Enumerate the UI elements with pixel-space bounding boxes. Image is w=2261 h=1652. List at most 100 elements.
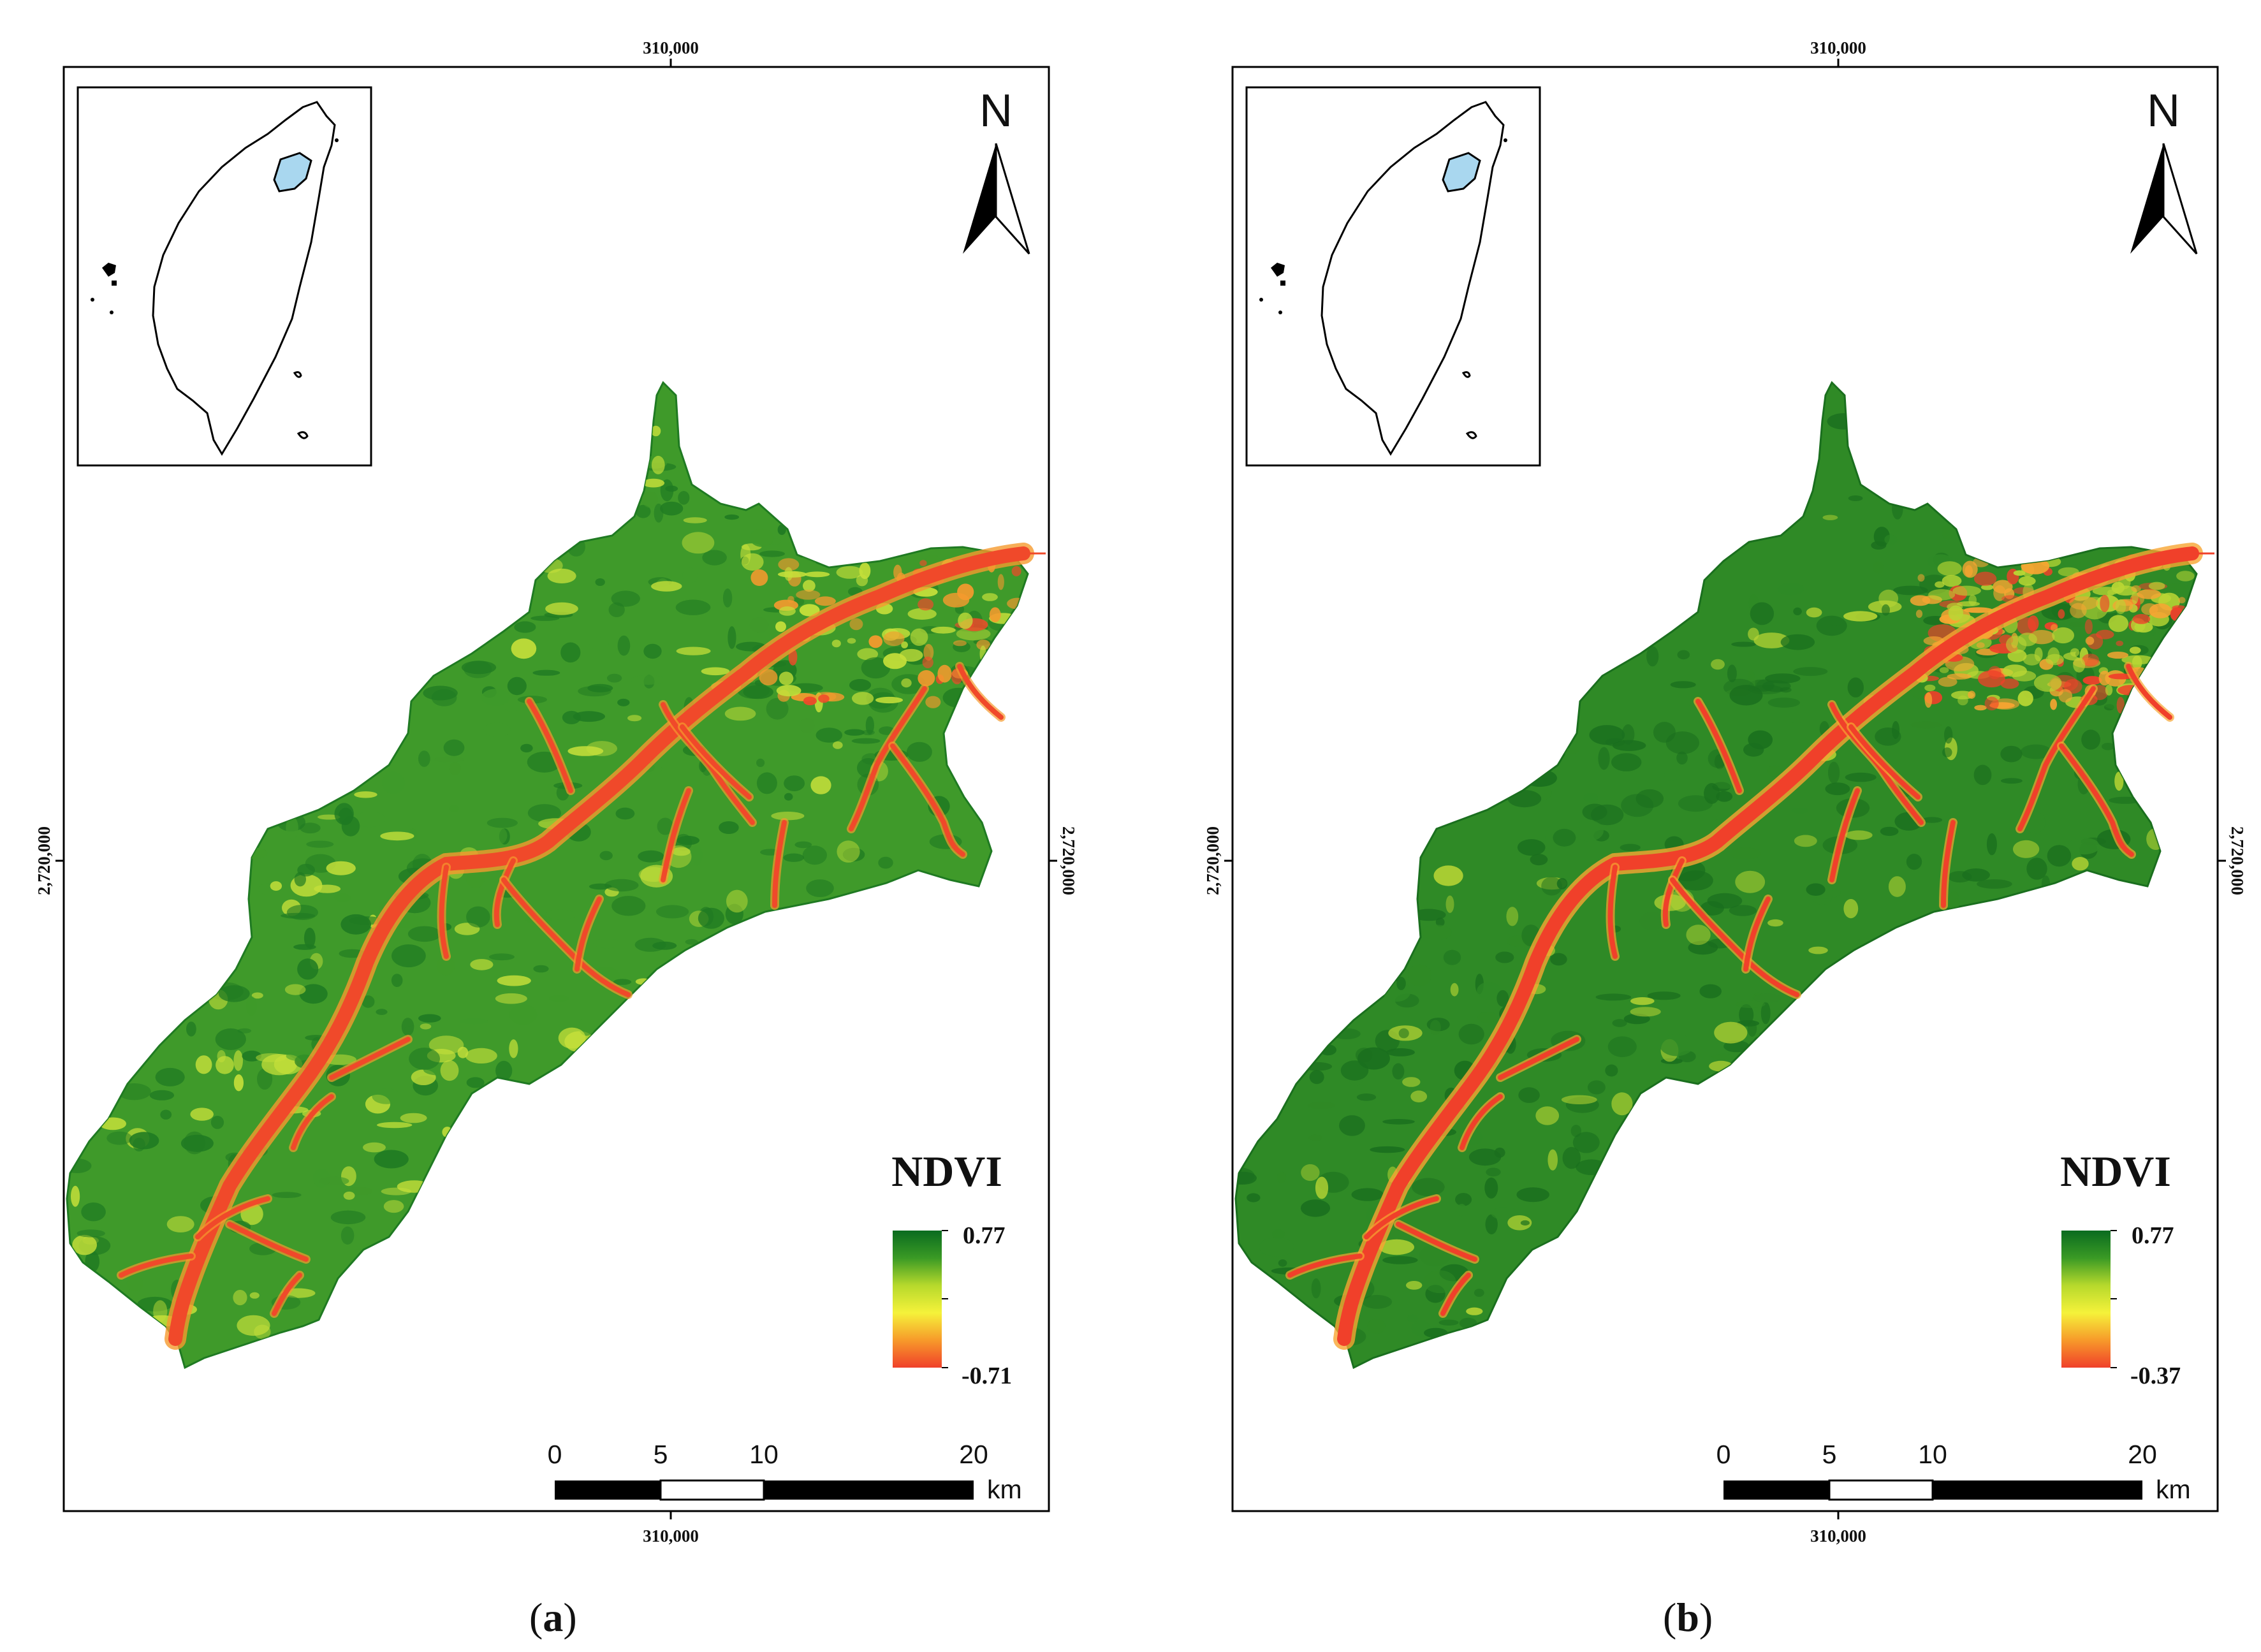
vegetation-patch	[635, 504, 651, 518]
urban-patch	[2178, 597, 2186, 604]
legend-color-ramp	[893, 1231, 942, 1368]
vegetation-patch	[1406, 1281, 1423, 1290]
vegetation-patch	[461, 661, 497, 675]
vegetation-patch	[210, 1116, 224, 1129]
vegetation-patch	[1888, 876, 1906, 897]
tributary	[1743, 896, 1771, 972]
vegetation-patch	[418, 750, 430, 767]
vegetation-patch	[1459, 1317, 1477, 1329]
vegetation-patch	[1553, 828, 1576, 847]
vegetation-patch	[233, 1050, 244, 1071]
vegetation-patch	[407, 926, 441, 942]
urban-patch	[836, 566, 863, 579]
vegetation-patch	[1816, 615, 1847, 636]
main-river	[1337, 546, 2199, 1346]
island-dot	[335, 138, 339, 142]
tributary	[1670, 877, 1799, 997]
vegetation-patch	[573, 711, 605, 722]
vegetation-patch	[313, 1169, 330, 1188]
urban-patch	[1956, 601, 1980, 607]
urban-patch	[2082, 676, 2102, 685]
vegetation-patch	[2020, 744, 2052, 759]
inset-locator-map	[1245, 86, 1541, 467]
vegetation-patch	[400, 1113, 427, 1123]
vegetation-patch	[1700, 901, 1724, 916]
study-area-highlight	[1442, 152, 1481, 193]
vegetation-patch	[1308, 1134, 1323, 1141]
north-arrow-right-half	[995, 143, 1030, 255]
vegetation-patch	[286, 905, 318, 920]
vegetation-patch	[2000, 778, 2023, 784]
vegetation-patch	[1767, 698, 1800, 708]
island-dot	[110, 311, 113, 314]
ndvi-watershed-map	[1234, 381, 2214, 1370]
vegetation-patch	[1729, 685, 1763, 706]
legend-max-value: 0.77	[963, 1222, 1006, 1249]
legend-title: NDVI	[891, 1147, 1002, 1195]
north-arrow-left-half	[963, 143, 996, 254]
vegetation-patch	[724, 514, 740, 520]
vegetation-patch	[1272, 1229, 1285, 1239]
orchid-island	[296, 431, 309, 439]
vegetation-patch	[2146, 828, 2165, 850]
urban-patch	[799, 604, 820, 617]
vegetation-patch	[2072, 857, 2089, 871]
vegetation-patch	[77, 1229, 105, 1238]
vegetation-patch	[1356, 1093, 1377, 1101]
vegetation-patch	[1630, 1007, 1661, 1017]
tributary	[680, 724, 752, 800]
vegetation-patch	[1410, 1090, 1428, 1102]
tributary	[439, 865, 449, 959]
urban-patch	[779, 671, 794, 685]
vegetation-patch	[1607, 1036, 1637, 1057]
vegetation-patch	[1595, 993, 1632, 1001]
vegetation-patch	[1443, 949, 1461, 965]
urban-floodplain-area	[736, 553, 1028, 708]
vegetation-patch	[340, 1226, 355, 1245]
vegetation-patch	[1611, 1092, 1633, 1116]
scale-segment-3	[1933, 1480, 2142, 1500]
vegetation-patch	[440, 1060, 459, 1081]
inset-locator-map	[77, 86, 372, 467]
vegetation-patch	[507, 676, 527, 696]
vegetation-patch	[631, 675, 665, 685]
vegetation-patch	[431, 689, 457, 706]
vegetation-patch	[578, 685, 611, 697]
x-coordinate-bottom: 310,000	[643, 1526, 699, 1546]
vegetation-patch	[533, 965, 549, 973]
urban-patch	[804, 571, 830, 578]
vegetation-patch	[1630, 997, 1655, 1005]
vegetation-patch	[377, 1122, 413, 1129]
tributary	[2059, 743, 2134, 857]
vegetation-patch	[1562, 1146, 1581, 1169]
vegetation-patch	[1676, 751, 1688, 765]
scale-segment-2	[1828, 1479, 1934, 1501]
vegetation-patch	[558, 1027, 586, 1049]
vegetation-patch	[391, 944, 426, 968]
vegetation-patch	[671, 847, 691, 856]
urban-patch	[1974, 705, 1987, 711]
vegetation-patch	[728, 626, 736, 649]
vegetation-patch	[784, 793, 793, 801]
vegetation-patch	[428, 1035, 464, 1055]
urban-patch	[957, 583, 974, 601]
vegetation-patch	[682, 532, 715, 554]
tributary	[1941, 820, 1956, 908]
vegetation-patch	[1647, 991, 1681, 1000]
urban-patch	[2033, 674, 2062, 692]
vegetation-patch	[1424, 1327, 1448, 1338]
vegetation-patch	[548, 995, 569, 1002]
vegetation-patch	[1825, 782, 1850, 796]
vegetation-patch	[1847, 677, 1864, 698]
vegetation-patch	[186, 1021, 196, 1037]
vegetation-patch	[1621, 794, 1654, 817]
tributary	[1829, 788, 1860, 882]
vegetation-patch	[382, 771, 405, 794]
vegetation-patch	[1507, 790, 1542, 808]
vegetation-patch	[675, 599, 711, 615]
vegetation-patch	[1794, 835, 1817, 847]
map-frame	[1231, 66, 2219, 1512]
vegetation-patch	[783, 853, 805, 862]
vegetation-patch	[464, 661, 492, 678]
vegetation-patch	[1906, 854, 1922, 870]
